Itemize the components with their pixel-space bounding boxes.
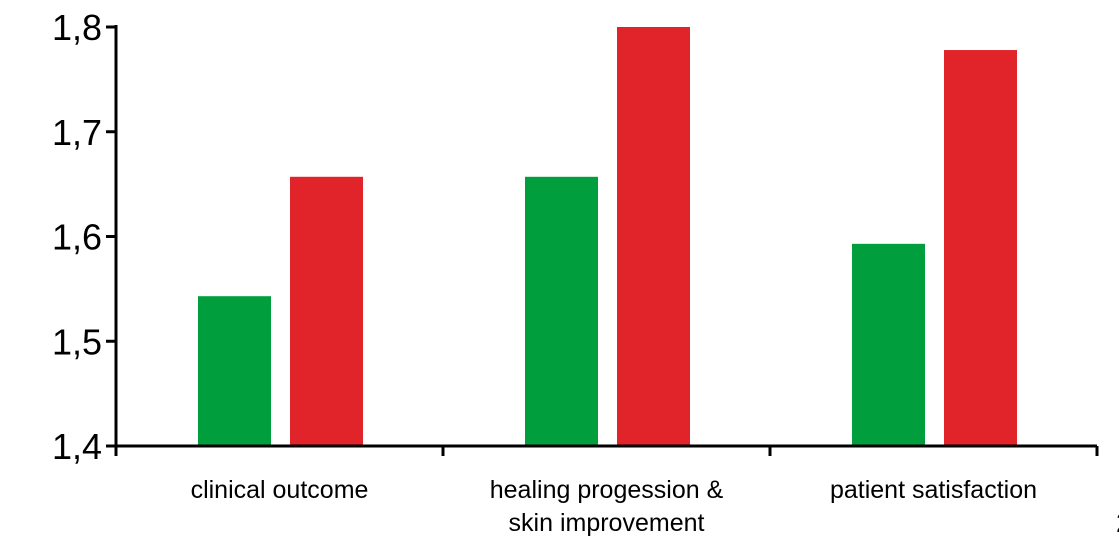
bar-series1-cat3	[852, 243, 925, 446]
y-tick-label: 1,8	[52, 7, 102, 48]
x-category-label: patient satisfaction	[830, 476, 1037, 504]
bar-series2-cat2	[617, 27, 690, 446]
x-category-label: clinical outcome	[191, 476, 369, 504]
bars-group	[198, 27, 1017, 447]
x-category-label: skin improvement	[509, 509, 705, 537]
bar-series2-cat3	[944, 50, 1017, 447]
y-tick-label: 1,4	[52, 426, 102, 467]
y-tick-label: 1,6	[52, 217, 102, 258]
bar-series1-cat2	[525, 176, 598, 447]
axes-group	[106, 25, 1099, 456]
labels-group: 1,4 1,5 1,6 1,7 1,8 clinical outcome healing p…	[52, 7, 1037, 537]
bar-series2-cat1	[290, 176, 363, 447]
y-tick-label: 1,5	[52, 321, 102, 362]
y-tick-label: 1,7	[52, 112, 102, 153]
x-category-label: healing progession &	[490, 476, 724, 504]
page-number: 2	[1116, 507, 1119, 537]
bar-series1-cat1	[198, 296, 271, 446]
